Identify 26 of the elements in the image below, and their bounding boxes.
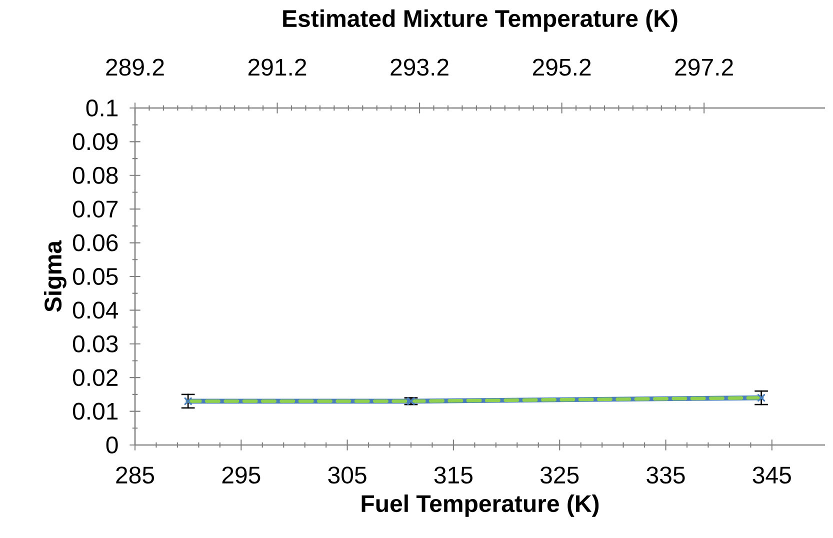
x2-tick-label: 289.2 <box>106 58 164 76</box>
x-tick-label: 295 <box>222 466 260 484</box>
y-tick-label: 0.04 <box>72 302 118 319</box>
x2-tick-label: 297.2 <box>675 58 733 76</box>
x-tick-label: 345 <box>752 466 791 484</box>
y-tick-label: 0 <box>106 436 118 454</box>
x2-axis-title: Estimated Mixture Temperature (K) <box>283 9 678 32</box>
y-tick-label: 0.07 <box>72 200 118 218</box>
y-tick-label: 0.1 <box>86 99 118 116</box>
x-tick-label: 285 <box>116 466 154 484</box>
x-tick-label: 325 <box>540 466 579 484</box>
y-axis-title: Sigma <box>44 240 66 312</box>
y-tick-label: 0.02 <box>72 369 118 386</box>
y-tick-label: 0.09 <box>72 133 118 150</box>
x-axis-title: Fuel Temperature (K) <box>362 494 599 517</box>
x2-tick-label: 291.2 <box>248 58 306 76</box>
x2-tick-label: 293.2 <box>390 58 448 76</box>
y-tick-label: 0.06 <box>72 234 118 252</box>
x2-tick-label: 295.2 <box>532 58 591 76</box>
x-tick-label: 335 <box>646 466 685 484</box>
y-tick-label: 0.01 <box>72 402 118 420</box>
y-tick-label: 0.05 <box>72 268 118 285</box>
y-tick-label: 0.03 <box>72 335 118 352</box>
x-tick-label: 315 <box>434 466 472 484</box>
y-tick-label: 0.08 <box>72 166 118 184</box>
x-tick-label: 305 <box>328 466 366 484</box>
